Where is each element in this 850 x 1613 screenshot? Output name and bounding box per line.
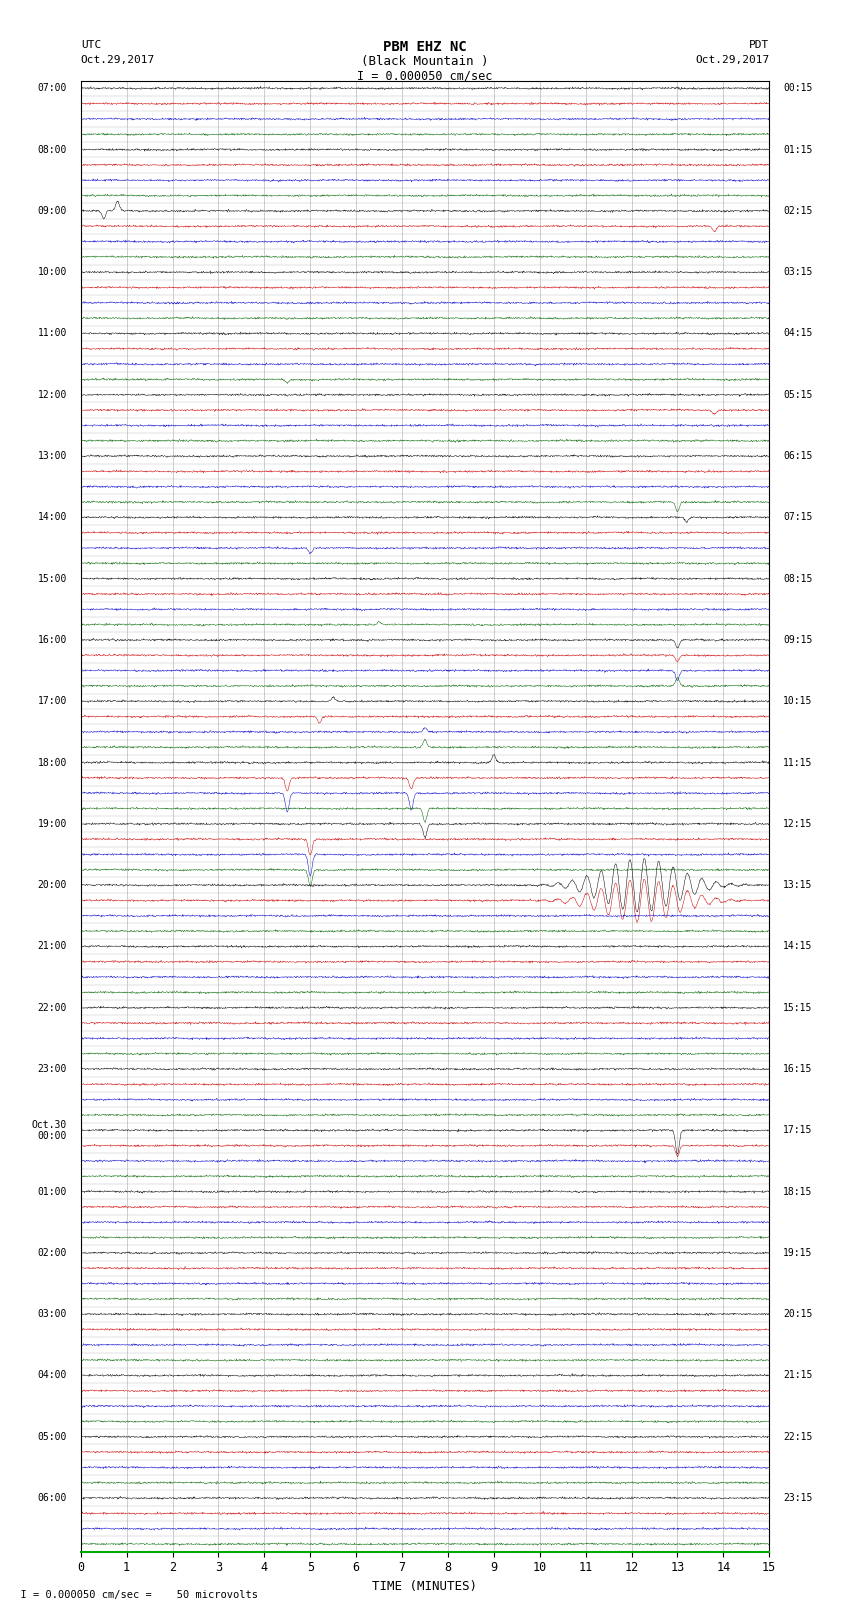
Text: Oct.29,2017: Oct.29,2017 — [695, 55, 769, 65]
Text: 22:00: 22:00 — [37, 1003, 67, 1013]
Text: 11:00: 11:00 — [37, 329, 67, 339]
Text: 06:15: 06:15 — [783, 452, 813, 461]
Text: 09:15: 09:15 — [783, 636, 813, 645]
Text: Oct.29,2017: Oct.29,2017 — [81, 55, 155, 65]
Text: 07:00: 07:00 — [37, 84, 67, 94]
Text: 21:00: 21:00 — [37, 942, 67, 952]
Text: 13:15: 13:15 — [783, 881, 813, 890]
Text: PDT: PDT — [749, 40, 769, 50]
Text: 04:15: 04:15 — [783, 329, 813, 339]
Text: 16:15: 16:15 — [783, 1065, 813, 1074]
Text: 02:00: 02:00 — [37, 1248, 67, 1258]
Text: 14:15: 14:15 — [783, 942, 813, 952]
Text: (Black Mountain ): (Black Mountain ) — [361, 55, 489, 68]
Text: 22:15: 22:15 — [783, 1432, 813, 1442]
Text: 03:00: 03:00 — [37, 1310, 67, 1319]
Text: 17:15: 17:15 — [783, 1126, 813, 1136]
Text: 11:15: 11:15 — [783, 758, 813, 768]
Text: I = 0.000050 cm/sec: I = 0.000050 cm/sec — [357, 69, 493, 82]
Text: 19:00: 19:00 — [37, 819, 67, 829]
Text: 10:00: 10:00 — [37, 268, 67, 277]
Text: I = 0.000050 cm/sec =    50 microvolts: I = 0.000050 cm/sec = 50 microvolts — [8, 1590, 258, 1600]
Text: 19:15: 19:15 — [783, 1248, 813, 1258]
Text: 05:00: 05:00 — [37, 1432, 67, 1442]
Text: 05:15: 05:15 — [783, 390, 813, 400]
Text: 00:15: 00:15 — [783, 84, 813, 94]
Text: 08:15: 08:15 — [783, 574, 813, 584]
Text: UTC: UTC — [81, 40, 101, 50]
Text: 10:15: 10:15 — [783, 697, 813, 706]
Text: 01:00: 01:00 — [37, 1187, 67, 1197]
Text: 20:00: 20:00 — [37, 881, 67, 890]
Text: 20:15: 20:15 — [783, 1310, 813, 1319]
Text: 08:00: 08:00 — [37, 145, 67, 155]
Text: 23:00: 23:00 — [37, 1065, 67, 1074]
Text: 12:00: 12:00 — [37, 390, 67, 400]
Text: 21:15: 21:15 — [783, 1371, 813, 1381]
Text: 17:00: 17:00 — [37, 697, 67, 706]
Text: 13:00: 13:00 — [37, 452, 67, 461]
Text: 03:15: 03:15 — [783, 268, 813, 277]
Text: 01:15: 01:15 — [783, 145, 813, 155]
Text: 07:15: 07:15 — [783, 513, 813, 523]
Text: 14:00: 14:00 — [37, 513, 67, 523]
X-axis label: TIME (MINUTES): TIME (MINUTES) — [372, 1581, 478, 1594]
Text: Oct.30
00:00: Oct.30 00:00 — [31, 1119, 67, 1140]
Text: 02:15: 02:15 — [783, 206, 813, 216]
Text: 18:15: 18:15 — [783, 1187, 813, 1197]
Text: 15:15: 15:15 — [783, 1003, 813, 1013]
Text: 06:00: 06:00 — [37, 1494, 67, 1503]
Text: 12:15: 12:15 — [783, 819, 813, 829]
Text: 09:00: 09:00 — [37, 206, 67, 216]
Text: 16:00: 16:00 — [37, 636, 67, 645]
Text: 18:00: 18:00 — [37, 758, 67, 768]
Text: PBM EHZ NC: PBM EHZ NC — [383, 40, 467, 55]
Text: 23:15: 23:15 — [783, 1494, 813, 1503]
Text: 04:00: 04:00 — [37, 1371, 67, 1381]
Text: 15:00: 15:00 — [37, 574, 67, 584]
